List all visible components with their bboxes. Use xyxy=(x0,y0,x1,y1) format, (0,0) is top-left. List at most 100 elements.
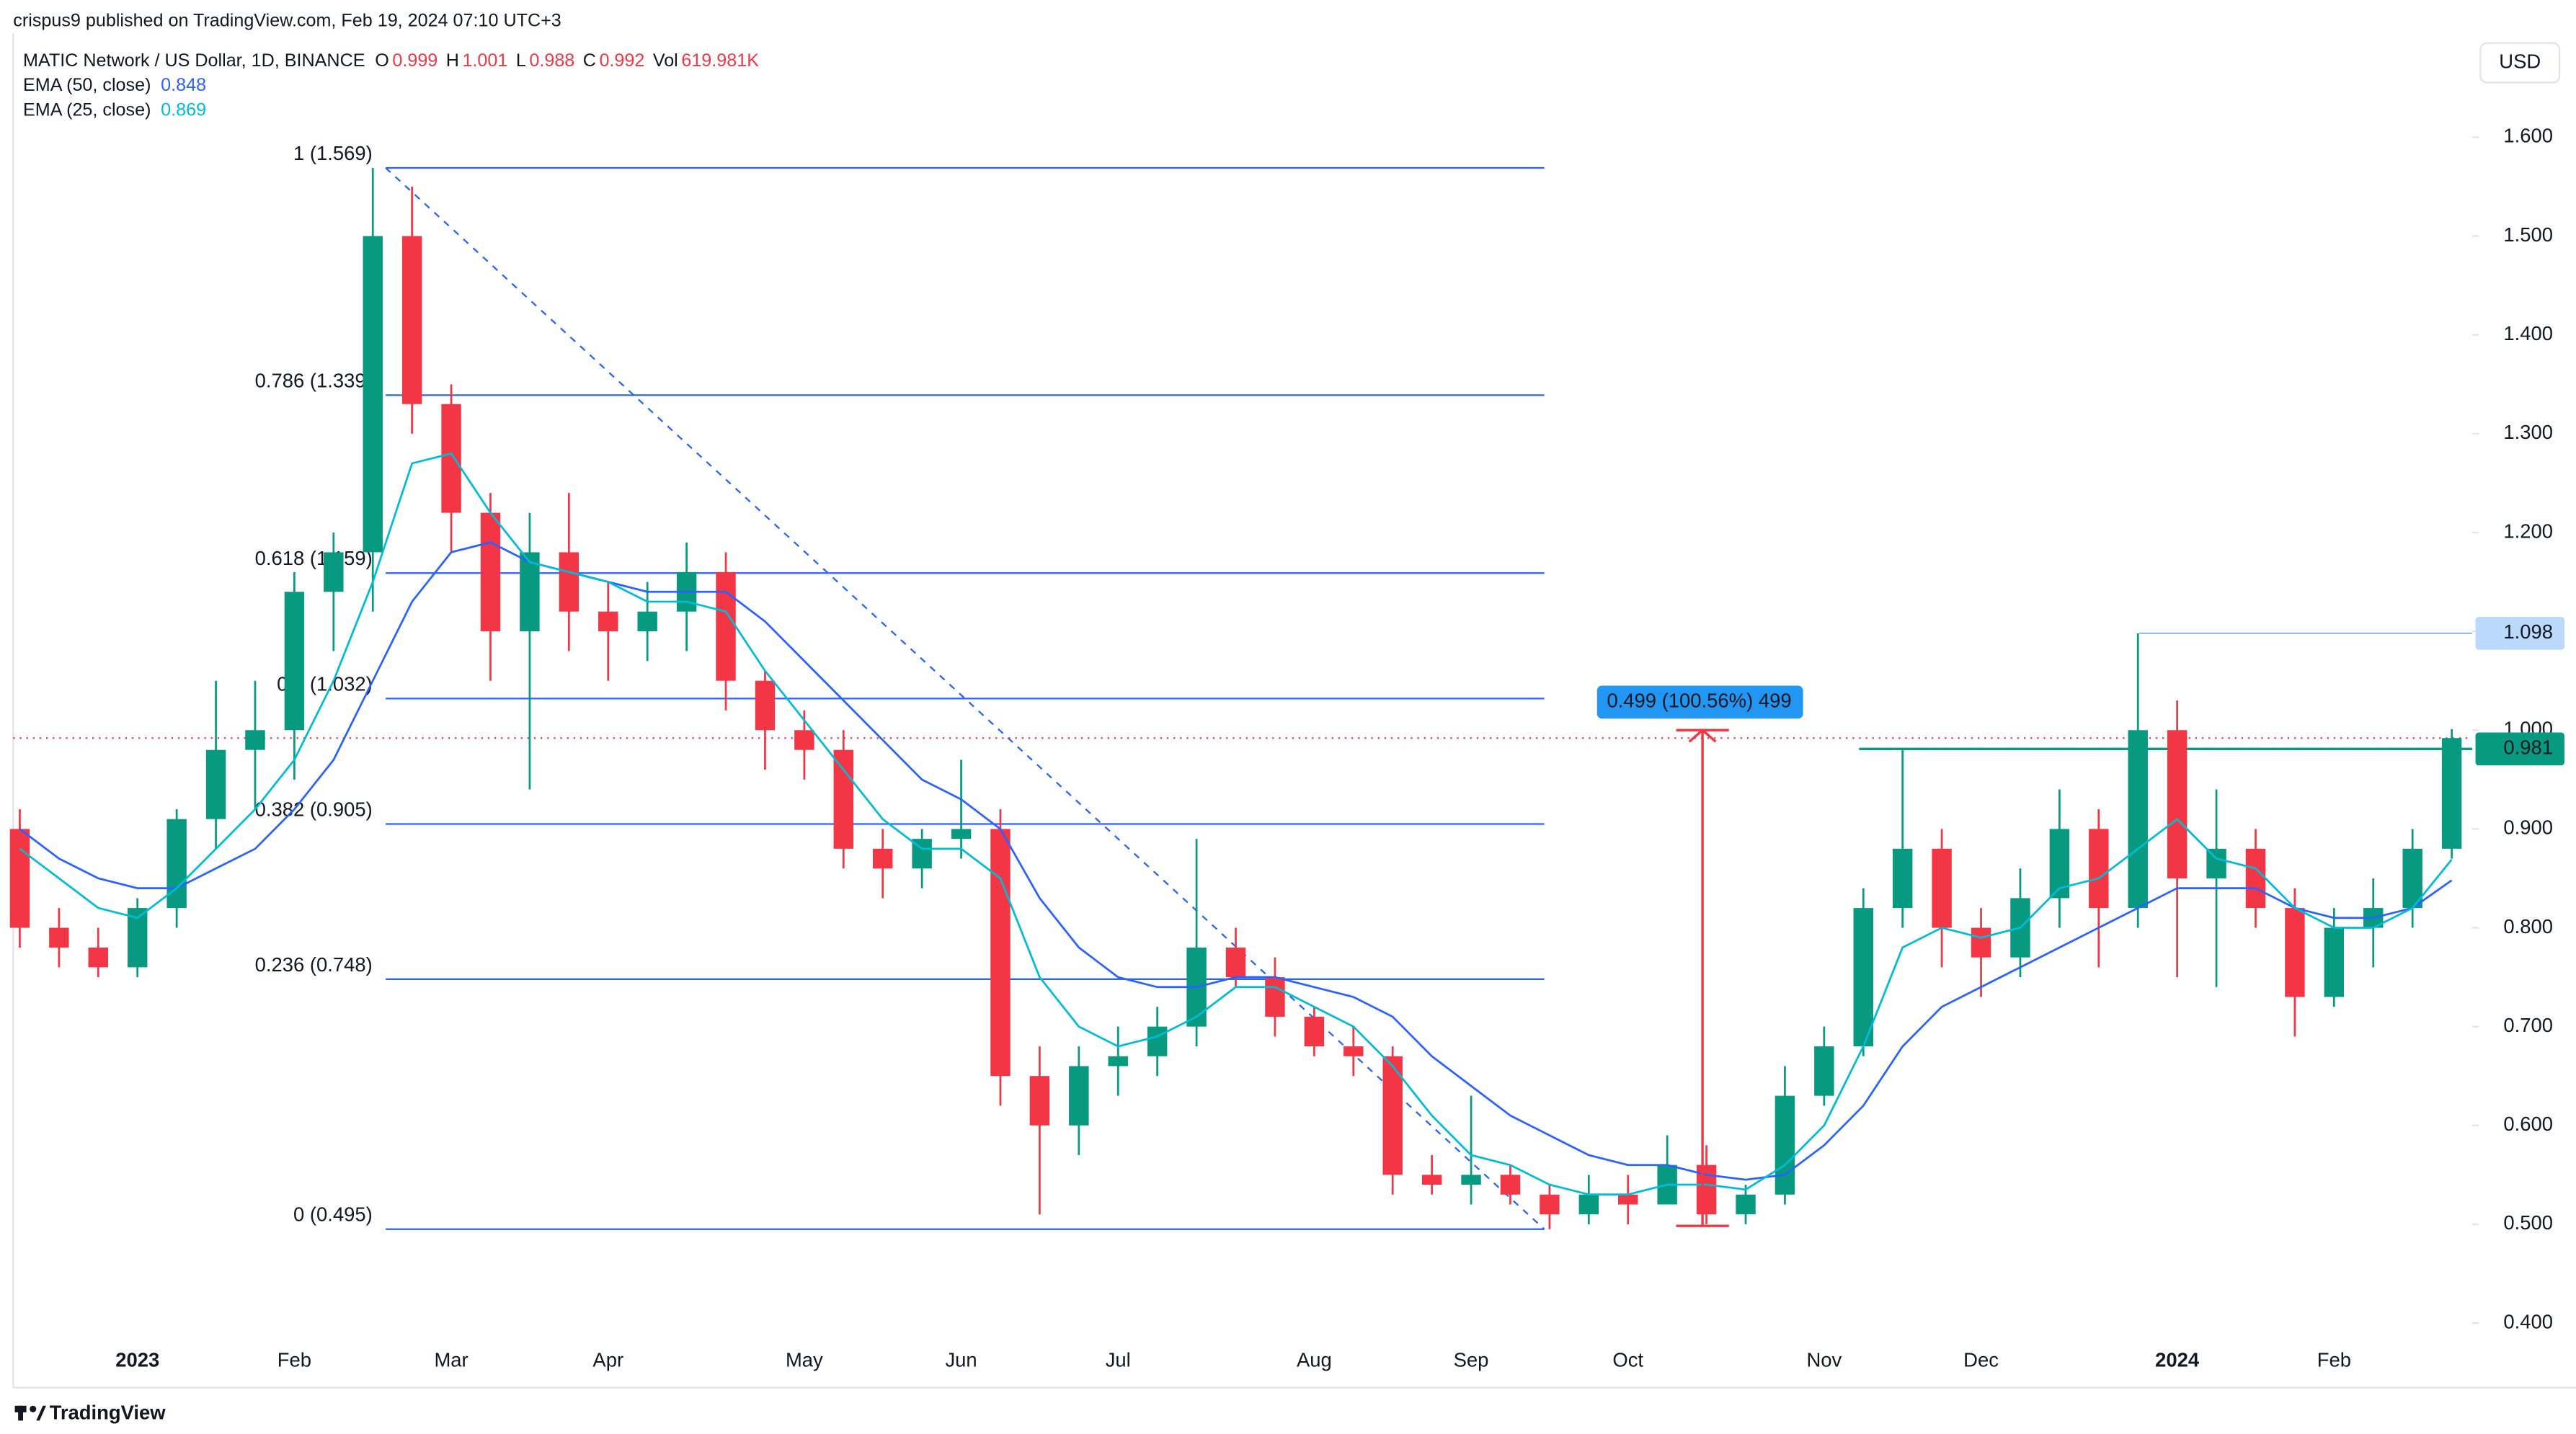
candle-body xyxy=(794,730,814,750)
x-tick-label: Jul xyxy=(1106,1348,1131,1371)
y-tick-label: 1.600 xyxy=(2503,125,2553,147)
y-tick-label: 0.900 xyxy=(2503,816,2553,839)
measure-label: 0.499 (100.56%) 499 xyxy=(1607,690,1791,712)
candle-body xyxy=(2402,848,2422,909)
candle-body xyxy=(1147,1026,1168,1056)
candle-body xyxy=(1971,927,1991,958)
fib-label: 1 (1.569) xyxy=(293,142,373,164)
x-tick-label: Aug xyxy=(1297,1348,1332,1371)
fib-label: 0.236 (0.748) xyxy=(255,953,373,976)
candle-body xyxy=(480,512,501,632)
candle-body xyxy=(1618,1194,1638,1205)
y-tick-label: 0.500 xyxy=(2503,1211,2553,1234)
support-tag xyxy=(2475,732,2564,766)
candle-body xyxy=(637,611,657,632)
candle-body xyxy=(1304,1016,1325,1047)
candle-body xyxy=(441,404,461,513)
x-tick-label: Mar xyxy=(434,1348,468,1371)
ema-legend: EMA (50, close) 0.848 xyxy=(23,75,206,95)
candle-body xyxy=(872,848,893,869)
candle-body xyxy=(1069,1066,1089,1126)
measure-box xyxy=(1596,685,1803,719)
candle-body xyxy=(2441,738,2462,849)
candle-body xyxy=(1540,1194,1560,1215)
support-tag-label: 0.981 xyxy=(2503,736,2553,759)
candle-body xyxy=(1932,848,1952,928)
measure-arrow xyxy=(1676,728,1729,1227)
volume-value: 619.981K xyxy=(681,50,759,71)
candle-body xyxy=(559,552,579,612)
candle-body xyxy=(1343,1046,1364,1056)
candle-body xyxy=(205,749,226,819)
candle-body xyxy=(401,236,422,404)
fib-label: 0.382 (0.905) xyxy=(255,798,373,820)
candle-body xyxy=(88,947,109,968)
ohlc-value: 1.001 xyxy=(462,50,507,71)
candle-body xyxy=(716,571,736,681)
ohlc-key: H xyxy=(446,50,459,71)
ohlc-key: O xyxy=(375,50,389,71)
ema-value: 0.848 xyxy=(161,75,206,95)
candle-body xyxy=(833,749,854,849)
y-tick-label: 0.600 xyxy=(2503,1113,2553,1135)
ohlc-value: 0.988 xyxy=(529,50,574,71)
candle-body xyxy=(245,730,265,750)
candle-body xyxy=(990,829,1011,1077)
ohlc-key: L xyxy=(516,50,526,71)
y-tick-label: 1.500 xyxy=(2503,223,2553,246)
candle-body xyxy=(598,611,618,632)
candle-body xyxy=(2285,908,2305,997)
candle-body xyxy=(1853,908,1873,1047)
x-tick-label: Jun xyxy=(945,1348,977,1371)
symbol-legend: MATIC Network / US Dollar, 1D, BINANCE O 0… xyxy=(23,50,759,71)
candle-body xyxy=(951,829,972,840)
symbol: MATIC Network / US Dollar, 1D, BINANCE xyxy=(23,50,365,71)
ema-name: EMA (25, close) xyxy=(23,99,151,120)
candle-body xyxy=(363,236,383,553)
candle-body xyxy=(284,592,305,731)
publisher: crispus9 published on TradingView.com, F… xyxy=(13,11,561,31)
candle-body xyxy=(166,819,187,909)
candle-body xyxy=(755,680,776,731)
x-tick-label: Feb xyxy=(277,1348,311,1371)
candle-body xyxy=(2324,927,2345,997)
x-tick-label: Nov xyxy=(1806,1348,1842,1371)
candle-body xyxy=(1775,1095,1795,1195)
candle-body xyxy=(2167,730,2188,878)
candle-body xyxy=(49,927,69,948)
candle-body xyxy=(2245,848,2266,909)
resistance-tag xyxy=(2475,617,2564,650)
ohlc-value: 0.992 xyxy=(599,50,644,71)
candle-body xyxy=(2206,848,2226,878)
candle-body xyxy=(1892,848,1913,909)
ohlc-key: C xyxy=(583,50,596,71)
y-tick-label: 0.800 xyxy=(2503,915,2553,938)
x-tick-label: May xyxy=(786,1348,823,1371)
fib-label: 0.618 (1.159) xyxy=(255,547,373,569)
candle-body xyxy=(324,552,344,592)
x-tick-label: 2024 xyxy=(2155,1348,2200,1371)
fib-label: 0 (0.495) xyxy=(293,1203,373,1226)
candle-body xyxy=(1461,1175,1481,1185)
candle-body xyxy=(2128,730,2148,909)
candle-body xyxy=(1736,1194,1756,1215)
volume-key: Vol xyxy=(653,50,678,71)
logo xyxy=(14,1405,47,1421)
currency-button[interactable] xyxy=(2479,42,2561,84)
candle-body xyxy=(1108,1056,1128,1066)
candle-body xyxy=(2089,829,2109,909)
currency[interactable]: USD xyxy=(2499,50,2541,72)
x-tick-label: Sep xyxy=(1454,1348,1489,1371)
candle-body xyxy=(1578,1194,1599,1215)
candle-body xyxy=(520,552,540,632)
candle-body xyxy=(1225,947,1246,978)
x-tick-label: Apr xyxy=(592,1348,623,1371)
resistance-tag-label: 1.098 xyxy=(2503,620,2553,643)
x-tick-label: Oct xyxy=(1612,1348,1643,1371)
candle-body xyxy=(1265,977,1285,1017)
ema-line xyxy=(19,452,2453,1196)
ohlc-value: 0.999 xyxy=(392,50,438,71)
brand: TradingView xyxy=(50,1401,166,1423)
